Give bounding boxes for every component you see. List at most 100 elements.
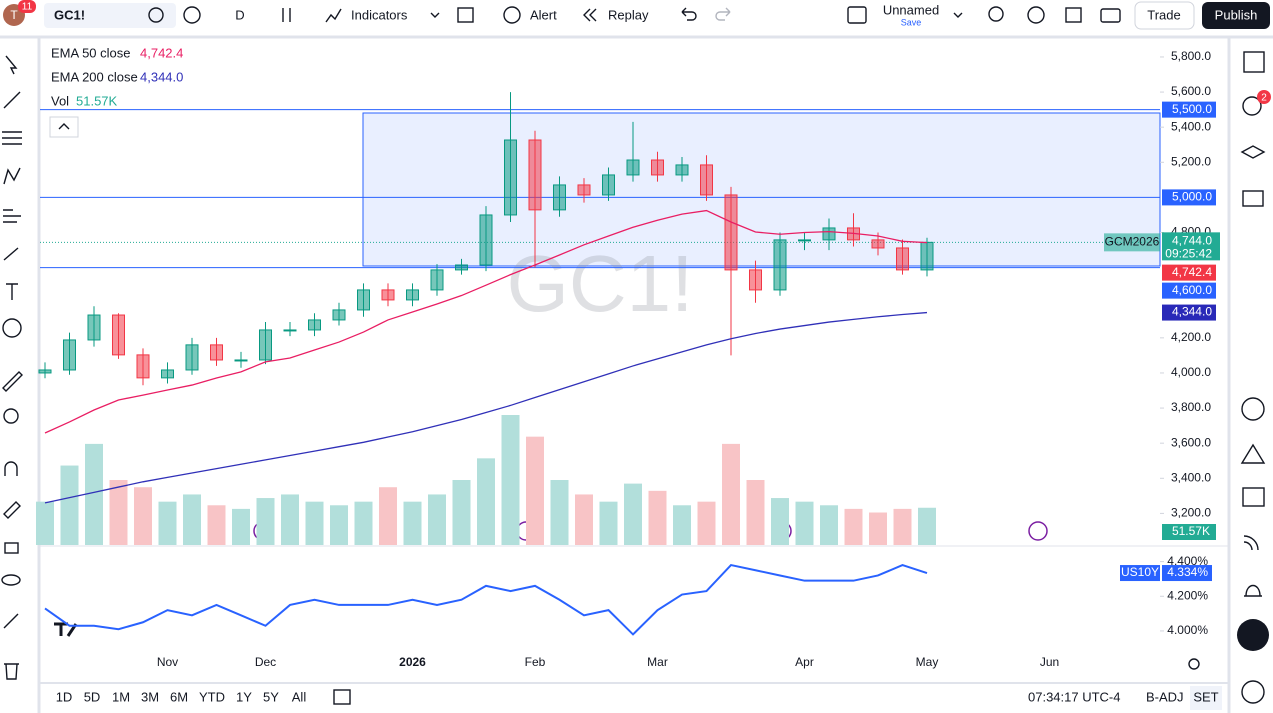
- watchlist[interactable]: [1243, 51, 1265, 73]
- notifications[interactable]: [1244, 584, 1262, 597]
- candle-body: [700, 164, 713, 196]
- y-tick-label: 5,600.0: [1171, 84, 1211, 98]
- measure-tool[interactable]: [2, 371, 23, 392]
- icon-tool[interactable]: [2, 318, 22, 338]
- rectangle-drawing[interactable]: [362, 112, 1161, 267]
- link-tool[interactable]: [3, 613, 19, 629]
- icon: [325, 8, 342, 23]
- candle-body: [504, 139, 517, 216]
- session-label[interactable]: SET: [1193, 689, 1218, 704]
- y-tick-label: 5,800.0: [1171, 49, 1211, 63]
- redo[interactable]: [715, 7, 731, 21]
- fullscreen[interactable]: [1065, 7, 1082, 23]
- alerts[interactable]: [1242, 96, 1262, 116]
- y-tick-label: 4.000%: [1167, 623, 1208, 637]
- candle-body: [675, 164, 689, 176]
- object-tree[interactable]: [1240, 145, 1266, 159]
- forecast-tool[interactable]: [3, 209, 21, 223]
- drawing-mode[interactable]: [3, 501, 21, 519]
- trade-label[interactable]: Trade: [1147, 7, 1180, 22]
- fib-tool[interactable]: [2, 131, 22, 145]
- y-tick-label: 3,400.0: [1171, 470, 1211, 484]
- volume-bar: [550, 480, 569, 545]
- news[interactable]: [1243, 535, 1259, 551]
- avatar-badge: 11: [22, 2, 33, 13]
- candle-body: [920, 241, 934, 271]
- symbol[interactable]: GC1!: [54, 7, 85, 22]
- replay-button[interactable]: Replay: [608, 7, 649, 22]
- range-button[interactable]: 1D: [56, 689, 73, 704]
- visibility-tool[interactable]: [1, 574, 21, 586]
- badge: [18, 0, 36, 13]
- alert-button[interactable]: Alert: [530, 7, 557, 22]
- chats[interactable]: [1242, 190, 1264, 207]
- brush-tool[interactable]: [3, 247, 19, 261]
- event-marker[interactable]: [1028, 521, 1048, 541]
- volume-bar: [599, 501, 618, 545]
- range-button[interactable]: All: [292, 689, 307, 704]
- series-name: US10Y: [1121, 565, 1159, 579]
- products[interactable]: [1237, 619, 1269, 651]
- range-button[interactable]: 1M: [112, 689, 130, 704]
- candle-body: [724, 194, 738, 271]
- range-button[interactable]: 3M: [141, 689, 159, 704]
- range-button[interactable]: 5Y: [263, 689, 279, 704]
- templates[interactable]: [457, 7, 474, 23]
- layout-save[interactable]: Save: [901, 17, 922, 27]
- publish-label[interactable]: Publish: [1215, 7, 1258, 22]
- interval[interactable]: D: [235, 7, 244, 22]
- pine[interactable]: [1240, 443, 1266, 464]
- trendline-tool[interactable]: [3, 91, 21, 109]
- layout-name[interactable]: Unnamed: [883, 2, 939, 17]
- collapse-legend[interactable]: [49, 116, 79, 138]
- adjust-toggle[interactable]: B-ADJ: [1146, 689, 1184, 704]
- undo[interactable]: [681, 7, 697, 21]
- ema-line: [44, 209, 928, 434]
- quick-search[interactable]: [988, 6, 1004, 22]
- publish-button[interactable]: [1202, 2, 1270, 29]
- candle-body: [528, 139, 542, 211]
- text-tool[interactable]: [6, 283, 18, 300]
- volume-bar: [648, 490, 667, 545]
- delete-tool[interactable]: [4, 663, 19, 680]
- pattern-tool[interactable]: [3, 167, 21, 185]
- snapshot[interactable]: [1100, 8, 1121, 23]
- x-tick-label: Apr: [795, 655, 814, 669]
- range-button[interactable]: 1Y: [236, 689, 252, 704]
- volume-bar: [330, 505, 348, 545]
- symbol-search[interactable]: [44, 3, 176, 28]
- range-button[interactable]: 5D: [84, 689, 101, 704]
- lock-tool[interactable]: [4, 542, 19, 554]
- indicators-button[interactable]: Indicators: [351, 7, 408, 22]
- trade-button[interactable]: [1134, 1, 1195, 30]
- magnet-tool[interactable]: [4, 461, 18, 476]
- alerts-badge: 2: [1261, 93, 1267, 104]
- volume-bar: [526, 436, 544, 545]
- cursor-tool[interactable]: [5, 55, 18, 75]
- volume-bar: [697, 501, 716, 545]
- level-label-box: [1162, 101, 1216, 118]
- axis-settings[interactable]: [1188, 658, 1200, 670]
- screener[interactable]: [1241, 397, 1265, 421]
- volume-bar: [379, 487, 397, 545]
- zoom-tool[interactable]: [3, 408, 19, 424]
- candle-body: [651, 159, 664, 176]
- calendar[interactable]: [1242, 487, 1265, 507]
- x-tick-label: Jun: [1040, 655, 1059, 669]
- y-tick-label: 3,200.0: [1171, 506, 1211, 520]
- legend-ema200-value: 4,344.0: [140, 69, 183, 84]
- ema-label: 4,344.0: [1172, 305, 1212, 319]
- settings[interactable]: [1027, 6, 1045, 24]
- icon[interactable]: [148, 7, 164, 23]
- session-toggle[interactable]: [1190, 686, 1222, 710]
- x-tick-label: Nov: [157, 655, 178, 669]
- date-range[interactable]: [333, 689, 351, 705]
- help[interactable]: [1241, 680, 1265, 704]
- layout-icon[interactable]: [847, 6, 867, 24]
- chart-type[interactable]: [282, 8, 291, 22]
- range-button[interactable]: YTD: [199, 689, 225, 704]
- y-tick-label: 3,600.0: [1171, 435, 1211, 449]
- add-symbol[interactable]: [183, 6, 201, 24]
- range-button[interactable]: 6M: [170, 689, 188, 704]
